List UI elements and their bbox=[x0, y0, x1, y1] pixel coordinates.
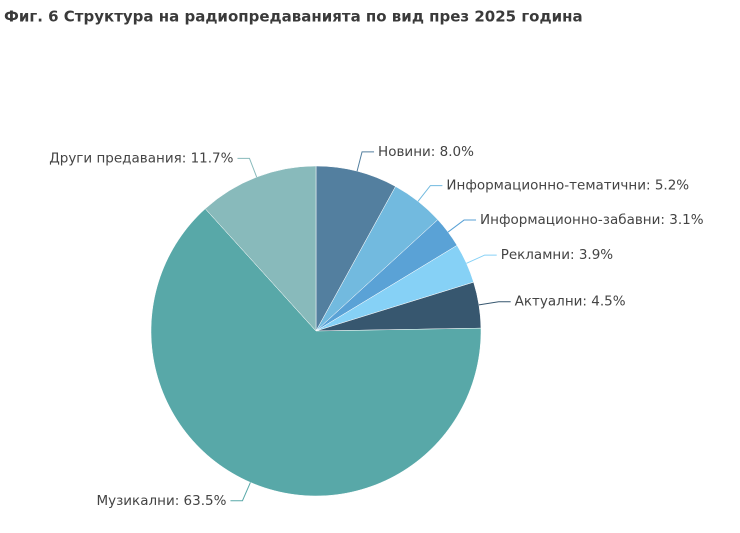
data-label: Новини: 8.0% bbox=[378, 144, 474, 160]
leader-line bbox=[417, 185, 443, 202]
data-label: Информационно-тематични: 5.2% bbox=[446, 178, 689, 194]
leader-line bbox=[356, 151, 375, 172]
leader-line bbox=[230, 482, 251, 502]
leader-line bbox=[478, 301, 511, 306]
chart-title: Фиг. 6 Структура на радиопредаванията по… bbox=[4, 8, 583, 26]
leader-line bbox=[447, 219, 477, 233]
data-label: Музикални: 63.5% bbox=[96, 493, 226, 509]
data-label: Актуални: 4.5% bbox=[515, 294, 626, 310]
leader-line bbox=[466, 254, 497, 264]
data-label: Рекламни: 3.9% bbox=[501, 247, 614, 263]
data-label: Други предавания: 11.7% bbox=[49, 150, 233, 166]
leader-line bbox=[237, 157, 258, 178]
data-label: Информационно-забавни: 3.1% bbox=[480, 212, 704, 228]
pie-slice bbox=[204, 165, 317, 332]
